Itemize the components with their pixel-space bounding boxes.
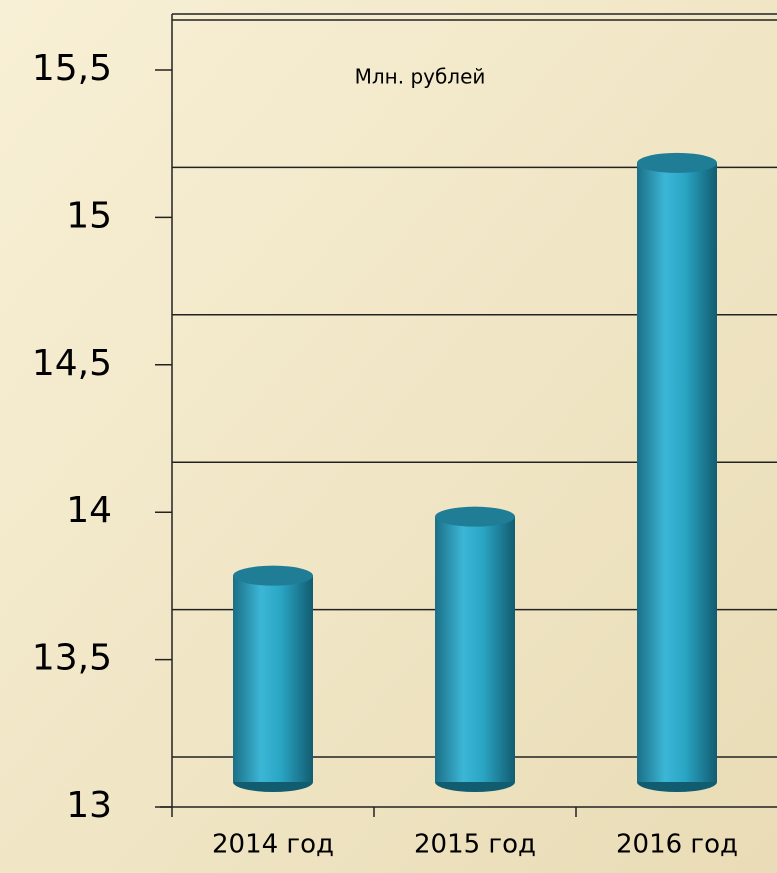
y-tick-label: 15 <box>66 195 112 236</box>
bar-top <box>233 565 313 586</box>
bar <box>637 162 717 783</box>
y-tick-label: 13,5 <box>32 638 112 679</box>
y-tick-label: 14,5 <box>32 343 112 384</box>
x-tick-label: 2015 год <box>414 830 536 860</box>
y-tick-label: 13 <box>66 785 112 826</box>
y-tick-label: 14 <box>66 490 112 531</box>
x-tick-label: 2016 год <box>616 830 738 860</box>
bar-top <box>637 152 717 173</box>
bar-top <box>435 506 515 527</box>
bar <box>435 516 515 782</box>
y-tick-label: 15,5 <box>32 48 112 89</box>
axis-label: Млн. рублей <box>355 65 486 89</box>
bar <box>233 575 313 782</box>
x-tick-label: 2014 год <box>212 830 334 860</box>
